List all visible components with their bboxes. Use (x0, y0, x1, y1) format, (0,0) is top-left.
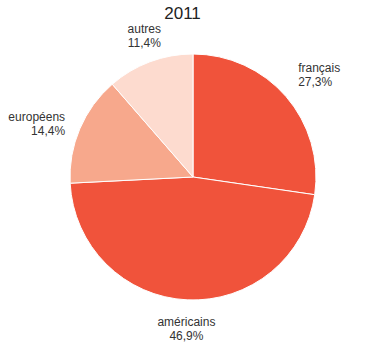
svg-text:français27,3%: français27,3% (298, 61, 340, 89)
svg-text:américains46,9%: américains46,9% (157, 315, 215, 343)
svg-text:européens14,4%: européens14,4% (8, 110, 65, 138)
html-text:2011: 2011 (164, 4, 201, 23)
svg-text:autres11,4%: autres11,4% (128, 22, 162, 50)
